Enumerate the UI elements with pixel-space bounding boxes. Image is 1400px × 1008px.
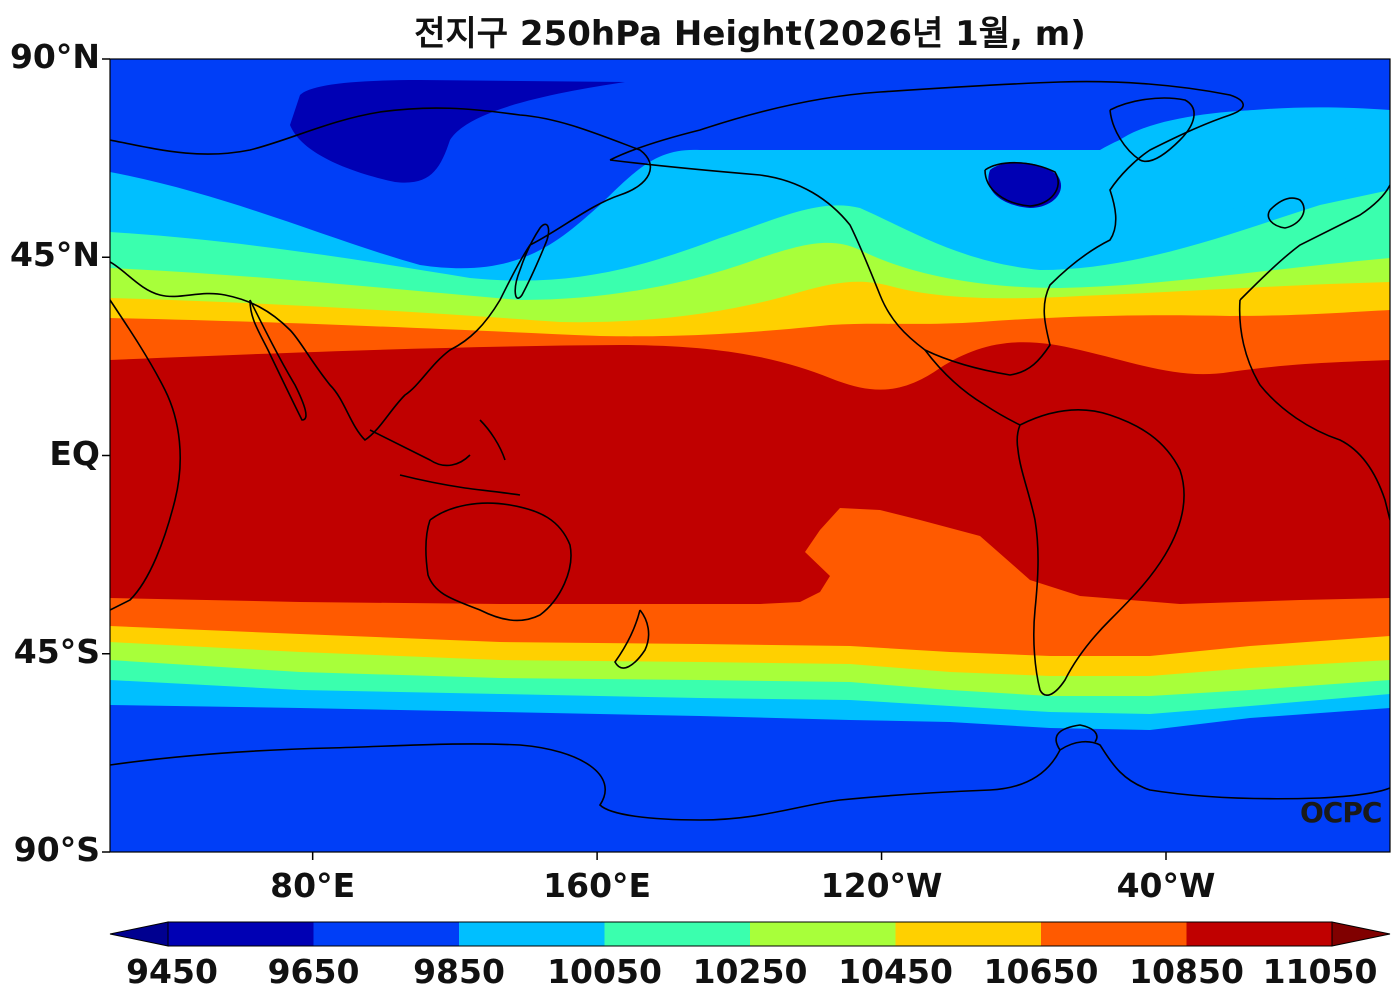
colorbar-label: 10250 [692, 952, 808, 991]
colorbar-segment [459, 922, 605, 946]
coastline-antarctic-peninsula [1055, 724, 1098, 751]
coastline-nz [614, 609, 650, 669]
lon-tick-label: 120°W [820, 866, 943, 905]
colorbar-segment [1186, 922, 1332, 946]
colorbar-label: 10050 [547, 952, 662, 991]
coastline-central-america [924, 349, 1021, 426]
coastline-europe [1239, 184, 1390, 301]
coastline-west-africa [1238, 299, 1390, 521]
lat-tick-label: 90°N [9, 37, 100, 76]
colorbar-segment [750, 922, 896, 946]
lon-tick-label: 160°E [543, 866, 652, 905]
colorbar-label: 9850 [413, 952, 505, 991]
colorbar-label: 11050 [1262, 952, 1378, 991]
coastline-greenland [1109, 97, 1195, 162]
coastline-australia [425, 502, 572, 622]
lon-tick-label: 40°W [1116, 866, 1216, 905]
coastline-south-america [1016, 409, 1185, 696]
colorbar-under-arrow [109, 921, 169, 947]
colorbar-frame [167, 921, 1333, 947]
colorbar-segment [313, 922, 459, 946]
lat-tick-label: 45°S [13, 631, 100, 671]
coastline-antarctica [110, 740, 1390, 821]
coastline-japan [514, 223, 550, 299]
lat-tick-label: 90°S [13, 830, 100, 869]
lat-tick-label: 45°N [9, 235, 100, 275]
colorbar-segment [1041, 922, 1187, 946]
coastline-north-america [609, 80, 1244, 376]
colorbar-segment [168, 922, 314, 946]
coastline-eurasia [110, 107, 652, 442]
colorbar-label: 10650 [983, 952, 1099, 991]
colorbar-label: 9450 [126, 952, 218, 991]
coastline-india [249, 299, 307, 421]
coastline-maritime [369, 419, 521, 496]
coastline-hudson-bay [984, 161, 1059, 207]
lon-tick-label: 80°E [270, 866, 356, 905]
lat-tick-label: EQ [49, 433, 100, 473]
band-9850-10050-atlantic [1120, 109, 1390, 214]
coastline-africa [110, 299, 181, 611]
colorbar-label: 10450 [838, 952, 953, 991]
band-10850-11050 [110, 342, 1390, 604]
low-cell-canada [988, 162, 1062, 208]
low-cell-siberia [290, 80, 625, 183]
chart-title: 전지구 250hPa Height(2026년 1월, m) [414, 14, 1086, 54]
colorbar-label: 10850 [1129, 952, 1244, 991]
colorbar-label: 9650 [267, 952, 360, 991]
colorbar-segment [895, 922, 1041, 946]
colorbar-segment [604, 922, 750, 946]
colorbar-over-arrow [1331, 921, 1391, 947]
ocpc-watermark: OCPC [1300, 796, 1382, 829]
